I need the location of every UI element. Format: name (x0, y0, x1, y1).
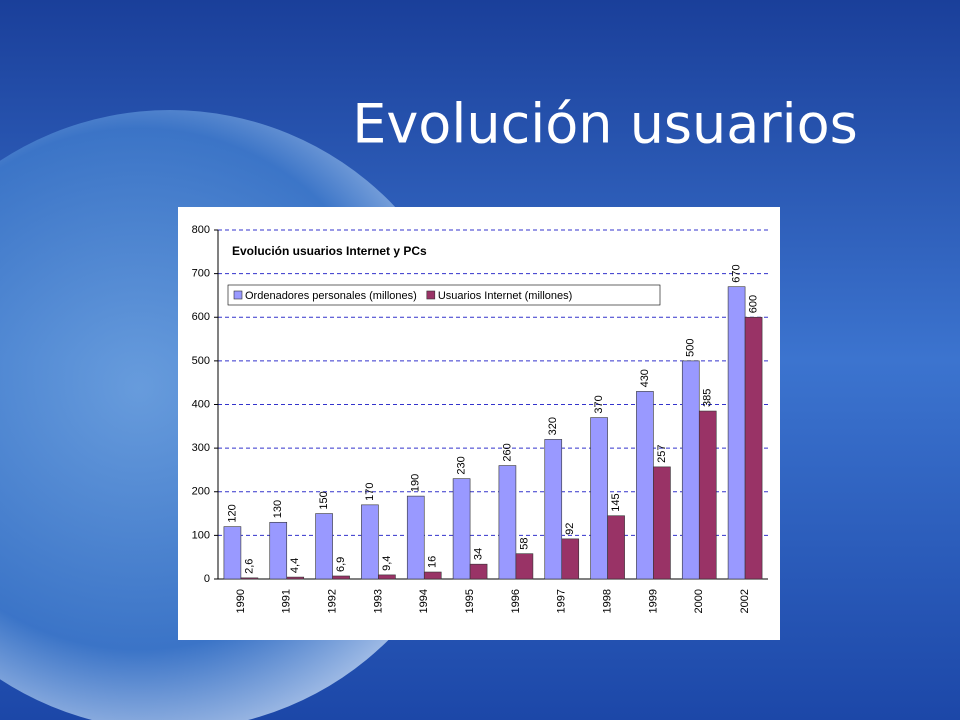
y-tick-label: 800 (192, 224, 210, 236)
value-label: 130 (272, 500, 284, 518)
bar (498, 465, 517, 580)
y-tick-label: 600 (192, 311, 210, 323)
x-tick-label: 1991 (281, 589, 293, 613)
bar (406, 495, 425, 580)
bar (269, 521, 288, 580)
bar (223, 526, 242, 580)
value-label: 230 (455, 456, 467, 474)
bar (607, 515, 625, 580)
value-label: 370 (593, 395, 605, 413)
bar (240, 577, 259, 580)
value-label: 6,9 (335, 557, 347, 572)
value-label: 320 (547, 417, 559, 435)
x-tick-label: 1995 (464, 589, 476, 613)
x-tick-label: 1998 (601, 589, 613, 613)
value-label: 9,4 (381, 556, 393, 571)
chart-title: Evolución usuarios Internet y PCs (232, 244, 427, 258)
x-tick-label: 1997 (556, 589, 568, 613)
legend (227, 284, 661, 306)
legend-swatch (233, 290, 243, 300)
y-tick-label: 500 (192, 355, 210, 367)
y-tick-label: 300 (192, 442, 210, 454)
x-tick-label: 1994 (418, 589, 430, 613)
bar (515, 553, 534, 580)
x-tick-label: 1993 (372, 589, 384, 613)
bar (469, 563, 488, 580)
y-tick-label: 100 (192, 529, 210, 541)
value-label: 92 (564, 523, 576, 535)
value-label: 150 (318, 491, 330, 509)
value-label: 16 (427, 556, 439, 568)
bar (361, 504, 379, 580)
bar (561, 538, 580, 580)
value-label: 600 (747, 295, 759, 313)
bar (636, 391, 654, 580)
x-tick-label: 1992 (326, 589, 338, 613)
bar (332, 575, 350, 580)
slide-title: Evolución usuarios (352, 93, 858, 156)
y-tick-label: 200 (192, 486, 210, 498)
value-label: 170 (364, 482, 376, 500)
bar (590, 417, 608, 580)
value-label: 257 (656, 445, 668, 463)
value-label: 2,6 (243, 559, 255, 574)
y-tick-label: 0 (204, 573, 210, 585)
value-label: 190 (410, 474, 422, 492)
bar (698, 410, 717, 580)
bar (452, 478, 471, 580)
bar (653, 466, 671, 580)
bar (727, 286, 746, 580)
x-tick-label: 1990 (235, 589, 247, 613)
bar (744, 316, 763, 580)
value-label: 145 (610, 493, 622, 511)
value-label: 4,4 (289, 558, 301, 573)
x-tick-label: 2000 (693, 589, 705, 613)
legend-swatch (426, 290, 436, 300)
bar (423, 571, 442, 580)
value-label: 500 (685, 339, 697, 357)
value-label: 120 (226, 504, 238, 522)
y-tick-label: 400 (192, 398, 210, 410)
value-label: 34 (472, 548, 484, 560)
bar (315, 513, 333, 580)
x-tick-label: 1999 (647, 589, 659, 613)
bar (681, 360, 700, 580)
y-tick-label: 700 (192, 268, 210, 280)
value-label: 58 (518, 537, 530, 549)
value-label: 670 (730, 264, 742, 282)
bar (286, 576, 305, 580)
value-label: 260 (501, 443, 513, 461)
value-label: 385 (702, 389, 714, 407)
legend-label: Ordenadores personales (millones) (245, 290, 417, 302)
bar (544, 439, 563, 580)
legend-label: Usuarios Internet (millones) (438, 290, 573, 302)
x-tick-label: 2002 (739, 589, 751, 613)
value-label: 430 (639, 369, 651, 387)
bar (378, 574, 396, 580)
x-tick-label: 1996 (510, 589, 522, 613)
